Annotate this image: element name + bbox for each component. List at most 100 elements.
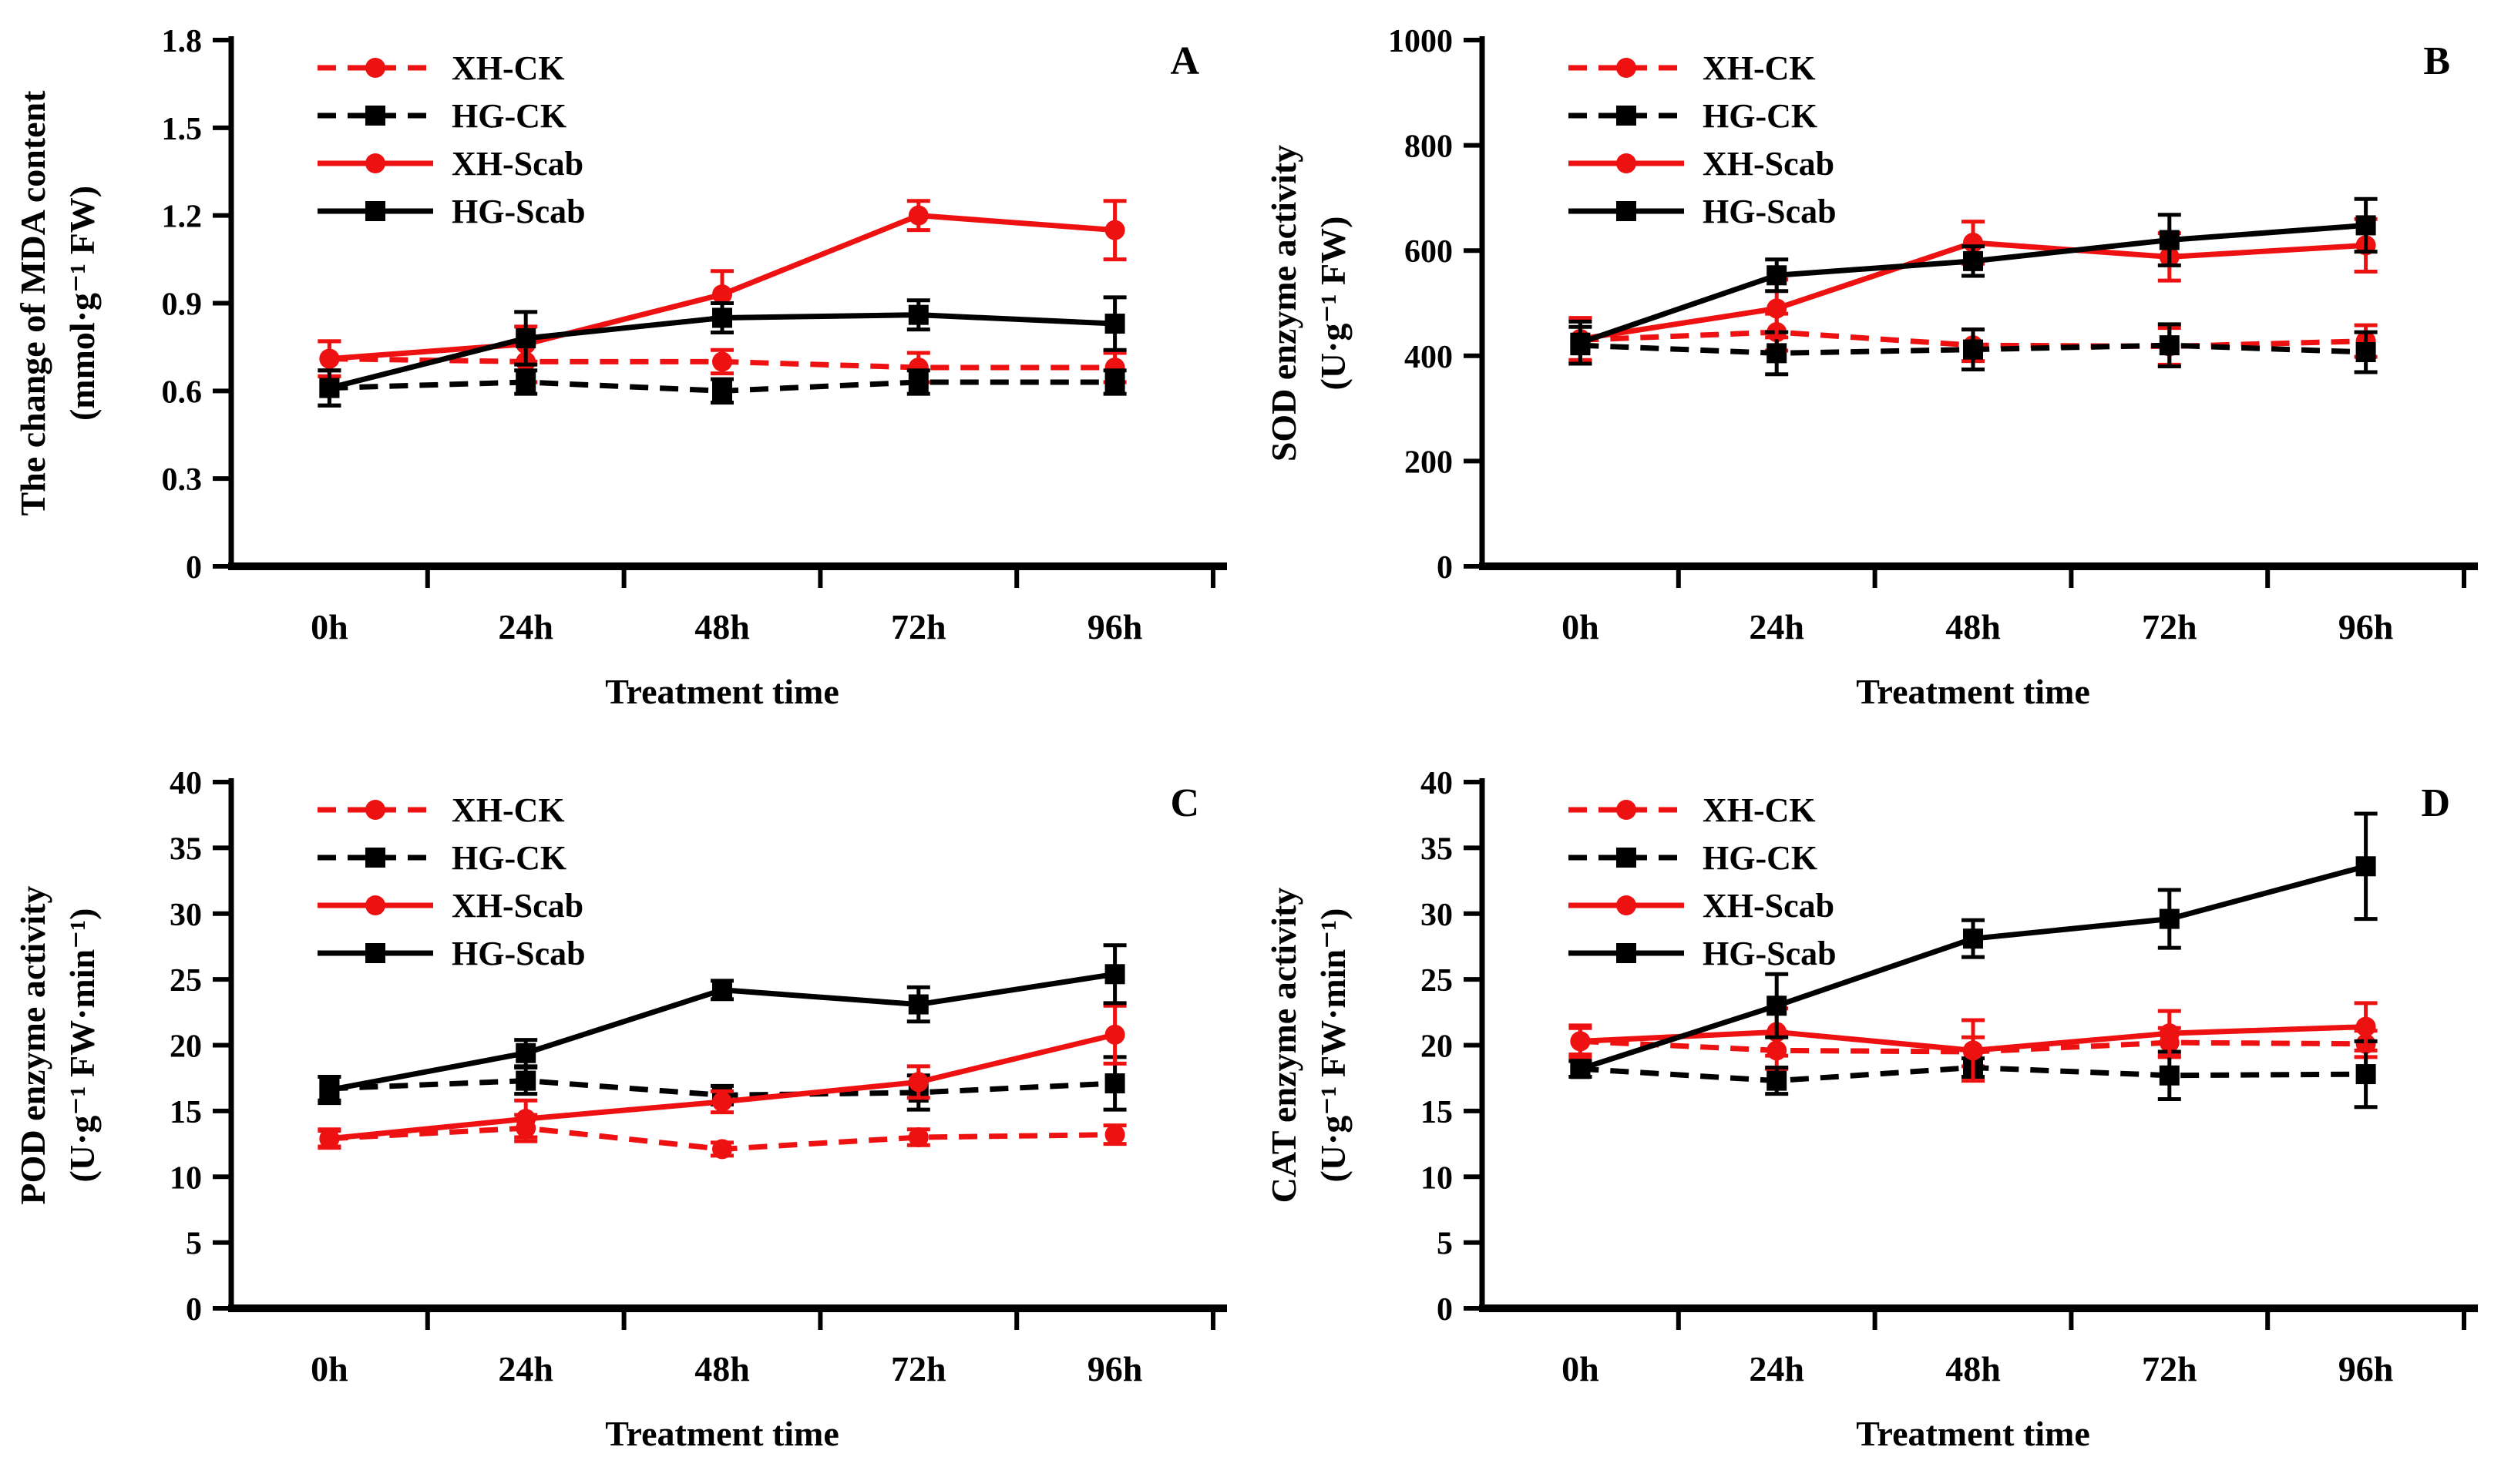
legend: XH-CK HG-CK XH-Scab HG-Scab <box>318 49 586 230</box>
data-point-marker <box>2355 1016 2376 1037</box>
data-point-marker <box>516 1109 536 1130</box>
x-axis-title: Treatment time <box>605 1414 839 1453</box>
legend-marker <box>1616 800 1636 820</box>
x-category-label: 48h <box>694 607 750 646</box>
data-point-marker <box>2159 1065 2180 1086</box>
data-point-marker <box>1570 1059 1591 1079</box>
y-axis-title-line2: (mmol·g⁻¹ FW) <box>62 186 102 421</box>
x-category-label: 72h <box>2142 1349 2197 1388</box>
legend-label: XH-Scab <box>1703 887 1834 925</box>
x-category-label: 72h <box>891 1349 946 1388</box>
panel-letter: B <box>2423 39 2450 83</box>
data-point-marker <box>516 1070 536 1091</box>
legend-label: HG-CK <box>452 839 566 877</box>
data-point-marker <box>908 1127 929 1148</box>
series-HG-Scab <box>1568 811 2378 1079</box>
y-tick-label: 25 <box>170 963 202 999</box>
series-HG-Scab <box>318 295 1127 408</box>
data-point-marker <box>2355 215 2376 236</box>
x-category-label: 96h <box>1087 607 1143 646</box>
x-category-label: 0h <box>311 607 348 646</box>
y-tick-label: 1.8 <box>162 24 203 59</box>
x-category-label: 24h <box>1749 607 1804 646</box>
legend-marker <box>1616 943 1636 963</box>
series-XH-CK <box>318 1113 1127 1160</box>
y-tick-label: 800 <box>1404 129 1453 165</box>
y-tick-label: 0 <box>186 550 202 586</box>
y-tick-label: 40 <box>1420 766 1453 801</box>
data-point-marker <box>516 371 536 392</box>
data-point-marker <box>712 351 732 372</box>
data-point-marker <box>908 205 929 226</box>
legend-marker <box>365 800 385 820</box>
series-XH-Scab <box>318 1003 1127 1150</box>
y-tick-label: 1000 <box>1388 24 1453 59</box>
data-point-marker <box>1963 1040 1983 1061</box>
x-category-label: 96h <box>2338 1349 2394 1388</box>
y-tick-label: 30 <box>170 898 202 933</box>
y-axis-title-line1: SOD enzyme activity <box>1264 145 1303 462</box>
x-category-label: 48h <box>694 1349 750 1388</box>
panel-c-pod-chart: 0 5 10 15 20 25 30 35 40 0h 24h 48h 72h 96h Treatment … <box>0 742 1250 1484</box>
x-category-label: 96h <box>1087 1349 1143 1388</box>
legend-label: XH-CK <box>1703 49 1816 87</box>
data-point-marker <box>1104 314 1125 334</box>
x-category-label: 24h <box>1749 1349 1804 1388</box>
data-point-marker <box>712 979 732 1000</box>
y-tick-label: 400 <box>1404 340 1453 375</box>
legend-label: XH-Scab <box>452 145 583 183</box>
x-category-label: 24h <box>498 1349 553 1388</box>
data-point-marker <box>1570 1031 1591 1052</box>
y-tick-label: 15 <box>1420 1095 1453 1130</box>
data-point-marker <box>1766 1070 1787 1091</box>
x-category-label: 72h <box>2142 607 2197 646</box>
x-category-label: 48h <box>1945 607 2001 646</box>
y-tick-label: 30 <box>1420 898 1453 933</box>
legend-label: HG-Scab <box>452 935 586 972</box>
data-point-marker <box>516 328 536 349</box>
data-point-marker <box>2355 856 2376 877</box>
data-point-marker <box>1963 250 1983 271</box>
data-point-marker <box>712 381 732 401</box>
legend-marker <box>365 106 385 126</box>
data-point-marker <box>712 307 732 328</box>
series-HG-Scab <box>1568 196 2378 366</box>
data-point-marker <box>1104 964 1125 985</box>
legend-marker <box>365 895 385 915</box>
data-point-marker <box>908 1072 929 1093</box>
legend-label: HG-Scab <box>452 193 586 230</box>
legend-marker <box>365 153 385 173</box>
y-tick-label: 1.2 <box>162 200 203 235</box>
y-tick-label: 35 <box>1420 831 1453 867</box>
y-tick-label: 5 <box>186 1227 202 1262</box>
y-axis-title-line2: (U·g⁻¹ FW) <box>1313 217 1353 391</box>
x-axis-title: Treatment time <box>1856 672 2090 711</box>
legend-label: HG-Scab <box>1703 193 1837 230</box>
data-point-marker <box>1104 1124 1125 1145</box>
legend-label: HG-CK <box>1703 97 1817 135</box>
x-category-label: 0h <box>1561 607 1599 646</box>
y-axis-title-line2: (U·g⁻¹ FW·min⁻¹) <box>1313 908 1353 1183</box>
x-axis-title: Treatment time <box>1856 1414 2090 1453</box>
data-point-marker <box>2159 335 2180 356</box>
y-tick-label: 0.3 <box>162 462 203 498</box>
y-tick-label: 0.6 <box>162 374 203 410</box>
series-HG-CK <box>1568 322 2378 377</box>
legend-label: XH-CK <box>452 49 565 87</box>
panel-letter: C <box>1170 781 1199 825</box>
series-HG-Scab <box>318 943 1127 1106</box>
y-tick-label: 600 <box>1404 234 1453 270</box>
data-point-marker <box>2355 1064 2376 1085</box>
legend-marker <box>365 201 385 221</box>
y-tick-label: 1.5 <box>162 112 203 147</box>
y-tick-label: 5 <box>1437 1227 1453 1262</box>
data-point-marker <box>712 284 732 305</box>
y-tick-label: 10 <box>170 1160 202 1196</box>
data-point-marker <box>908 304 929 325</box>
data-point-marker <box>2159 1023 2180 1044</box>
legend: XH-CK HG-CK XH-Scab HG-Scab <box>1568 791 1837 972</box>
data-point-marker <box>1104 1024 1125 1045</box>
x-category-label: 24h <box>498 607 553 646</box>
x-category-label: 72h <box>891 607 946 646</box>
